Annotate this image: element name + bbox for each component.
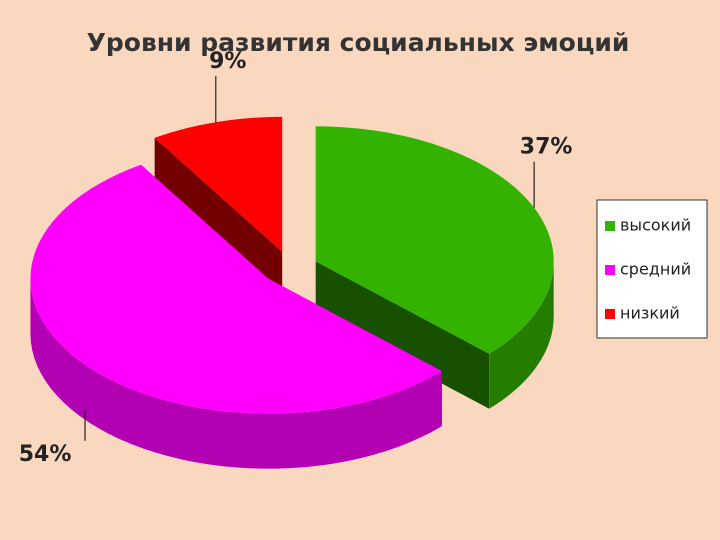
slice-side (489, 261, 554, 409)
legend-swatch (605, 221, 615, 231)
value-label: 9% (209, 49, 246, 74)
value-label: 37% (520, 135, 573, 160)
slice-side (315, 261, 490, 409)
slice (154, 116, 283, 252)
slice (30, 164, 442, 414)
legend-label: средний (620, 260, 691, 279)
slice-side (30, 278, 442, 469)
legend-box (596, 199, 708, 339)
pie: 37% 54% 9% (19, 49, 573, 469)
value-label: 54% (19, 442, 72, 467)
legend-swatch (605, 265, 615, 275)
legend-swatch (605, 309, 615, 319)
chart-title: Уровни развития социальных эмоций (87, 28, 630, 57)
legend-label: низкий (620, 304, 680, 323)
slice (315, 126, 554, 354)
legend-label: высокий (620, 216, 691, 235)
legend: высокий средний низкий (596, 199, 708, 339)
